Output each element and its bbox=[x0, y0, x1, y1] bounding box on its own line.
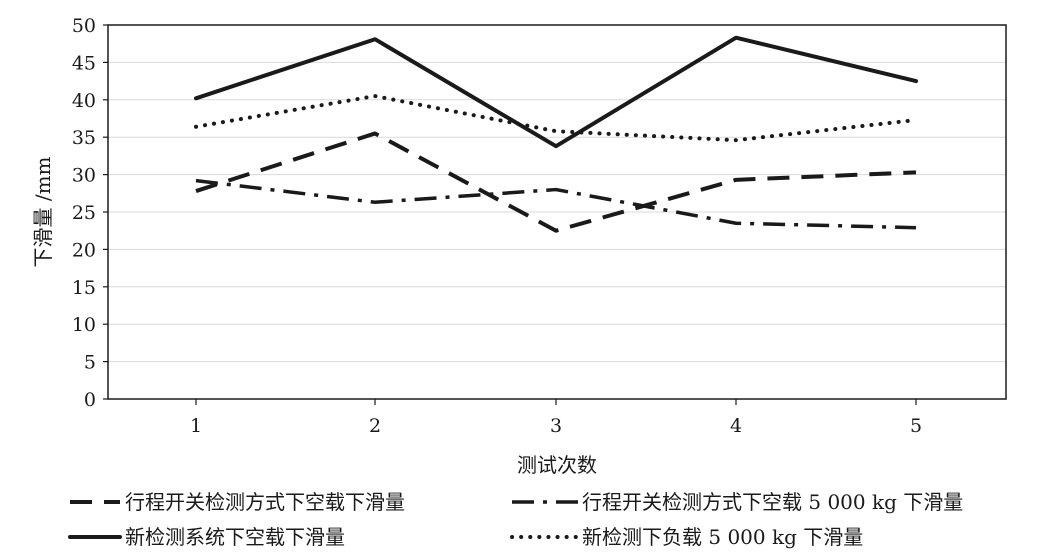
y-tick-label: 35 bbox=[72, 127, 96, 149]
series-line-3 bbox=[194, 35, 918, 149]
series-line-1 bbox=[195, 131, 917, 233]
x-tick-label: 3 bbox=[550, 415, 562, 437]
y-axis-title: 下滑量 /mm bbox=[31, 156, 55, 267]
x-tick-label: 4 bbox=[730, 415, 742, 437]
y-tick-label: 30 bbox=[72, 165, 96, 187]
y-tick-label: 20 bbox=[72, 239, 96, 261]
y-tick-label: 15 bbox=[72, 277, 96, 299]
legend-label-3: 新检测系统下空载下滑量 bbox=[125, 525, 345, 549]
legend-label-2: 行程开关检测方式下空载 5 000 kg 下滑量 bbox=[582, 490, 963, 514]
x-axis-ticks: 1 2 3 4 5 bbox=[190, 399, 922, 437]
gridlines bbox=[108, 61, 1006, 363]
y-tick-label: 5 bbox=[84, 352, 96, 374]
y-axis-ticks: 0 5 10 15 20 25 30 35 40 45 50 bbox=[72, 15, 108, 411]
legend-label-1: 行程开关检测方式下空载下滑量 bbox=[125, 490, 405, 514]
y-tick-label: 50 bbox=[72, 15, 96, 37]
y-tick-label: 0 bbox=[84, 389, 96, 411]
x-tick-label: 5 bbox=[910, 415, 922, 437]
series-lines bbox=[194, 35, 918, 233]
x-tick-label: 1 bbox=[190, 415, 202, 437]
y-tick-label: 40 bbox=[72, 90, 96, 112]
x-axis-title: 测试次数 bbox=[517, 453, 597, 477]
x-tick-label: 2 bbox=[369, 415, 381, 437]
series-line-2 bbox=[195, 178, 917, 230]
y-tick-label: 45 bbox=[72, 52, 96, 74]
legend-label-4: 新检测下负载 5 000 kg 下滑量 bbox=[582, 525, 863, 549]
legend: 行程开关检测方式下空载下滑量 行程开关检测方式下空载 5 000 kg 下滑量新检… bbox=[68, 490, 963, 549]
y-tick-label: 10 bbox=[72, 314, 96, 336]
series-line-4 bbox=[194, 94, 918, 143]
y-tick-label: 25 bbox=[72, 202, 96, 224]
